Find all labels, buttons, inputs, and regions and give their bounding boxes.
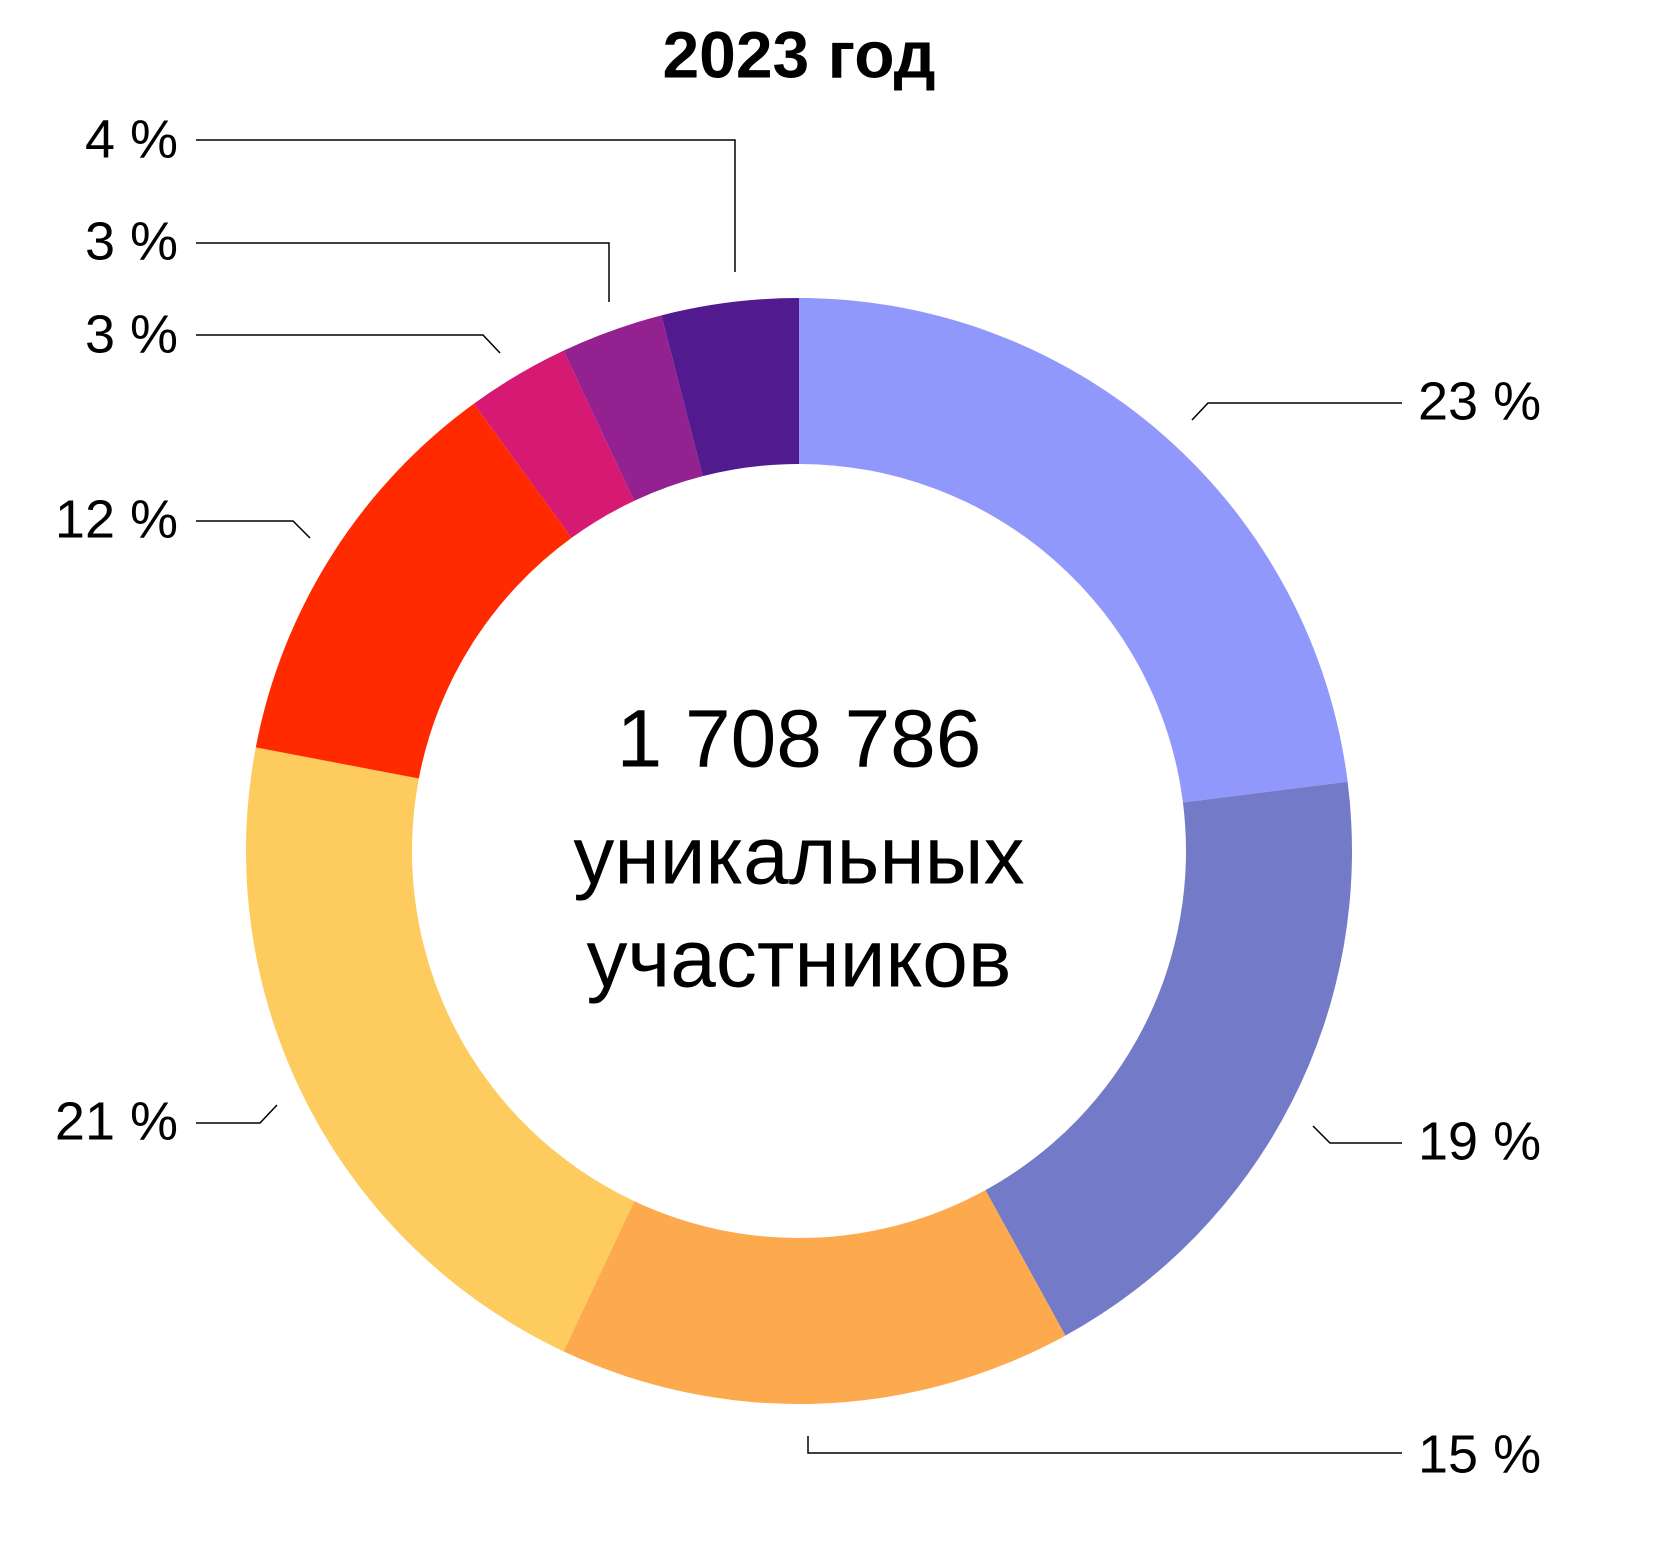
value-label: 3 %: [85, 304, 178, 364]
value-label: 23 %: [1418, 371, 1541, 431]
center-text: участников: [587, 914, 1012, 1005]
center-text: уникальных: [573, 811, 1024, 902]
donut-slice: [799, 298, 1348, 803]
leader-line: [196, 1104, 278, 1124]
value-label: 19 %: [1418, 1111, 1541, 1171]
center-text: 1 708 786: [617, 694, 982, 785]
donut-slice: [563, 315, 703, 501]
value-label: 15 %: [1418, 1424, 1541, 1484]
donut-slice: [563, 1190, 1066, 1404]
value-label: 12 %: [55, 489, 178, 549]
chart-title: 2023 год: [662, 17, 935, 91]
leader-line: [196, 334, 501, 354]
leader-line: [807, 1436, 1402, 1454]
leader-line: [196, 520, 311, 539]
leader-line: [1191, 402, 1402, 421]
donut-slice: [473, 350, 635, 538]
value-label: 4 %: [85, 109, 178, 169]
leader-line: [196, 139, 736, 272]
leader-line: [196, 242, 610, 302]
donut-slice: [985, 781, 1352, 1336]
value-label: 3 %: [85, 211, 178, 271]
donut-slice: [255, 403, 572, 779]
value-label: 21 %: [55, 1091, 178, 1151]
donut-slice: [661, 298, 799, 477]
donut-slice: [246, 747, 635, 1352]
leader-line: [1312, 1125, 1402, 1144]
